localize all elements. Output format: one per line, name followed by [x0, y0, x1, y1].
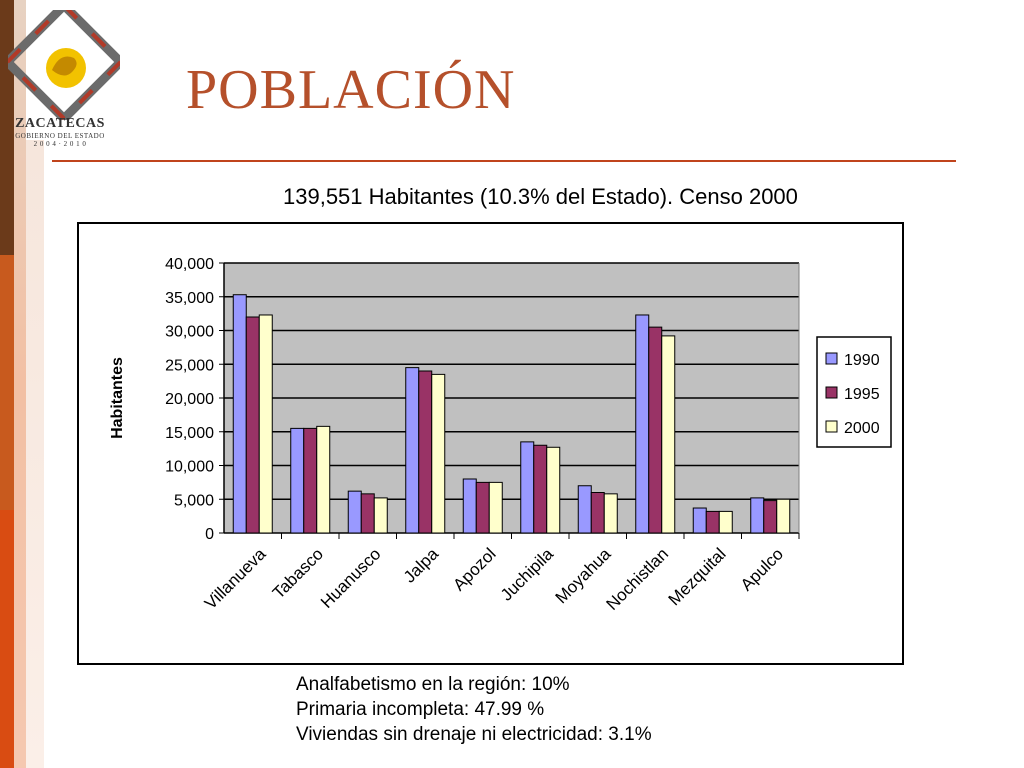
title-divider	[52, 160, 956, 162]
bar-1990-tabasco	[290, 427, 305, 534]
logo-subtitle: GOBIERNO DEL ESTADO	[15, 132, 105, 140]
logo-text: ZACATECAS GOBIERNO DEL ESTADO 2 0 0 4 · …	[8, 116, 112, 148]
bar-1990-villanueva	[232, 294, 247, 534]
bar-1995-villanueva	[245, 316, 260, 534]
bar-2000-apulco	[776, 498, 791, 534]
chart-subtitle: 139,551 Habitantes (10.3% del Estado). C…	[283, 184, 798, 209]
logo-tagline: 2 0 0 4 · 2 0 1 0	[33, 140, 87, 148]
bar-2000-villanueva	[258, 314, 273, 534]
x-tick-label: Nochistlan	[603, 544, 673, 614]
x-tick-label: Apulco	[737, 544, 787, 594]
x-tick-label: Villanueva	[201, 544, 270, 613]
y-tick-label: 25,000	[165, 357, 214, 374]
bar-1990-moyahua	[577, 485, 592, 534]
y-tick-label: 0	[205, 526, 214, 543]
page-title: POBLACIÓN	[186, 59, 516, 121]
footnotes: Analfabetismo en la región: 10% Primaria…	[296, 672, 652, 747]
bar-2000-moyahua	[603, 493, 618, 534]
x-tick-label: Huanusco	[317, 544, 385, 612]
bar-1995-jalpa	[418, 370, 433, 534]
bar-1990-juchipila	[520, 441, 535, 534]
bar-1990-nochistlan	[635, 314, 650, 534]
bar-1990-apozol	[462, 478, 477, 534]
bar-2000-jalpa	[431, 373, 446, 534]
bar-1995-juchipila	[533, 444, 548, 534]
y-tick-label: 5,000	[174, 492, 214, 509]
footnote-illiteracy: Analfabetismo en la región: 10%	[296, 674, 570, 695]
y-tick-label: 35,000	[165, 290, 214, 307]
zacatecas-logo	[1, 0, 127, 150]
bar-1995-mezquital	[705, 510, 720, 534]
x-tick-label: Juchipila	[497, 544, 558, 605]
legend-label-2000: 2000	[844, 420, 880, 437]
decor-stripe-pale	[26, 140, 44, 768]
x-tick-label: Tabasco	[269, 544, 327, 602]
bar-2000-apozol	[488, 481, 503, 534]
logo-name: ZACATECAS	[15, 116, 105, 131]
legend-label-1990: 1990	[844, 352, 880, 369]
decor-stripe-red	[0, 510, 14, 768]
legend-swatch-2000	[825, 420, 838, 433]
x-tick-label: Jalpa	[400, 544, 443, 587]
bar-2000-nochistlan	[661, 335, 676, 534]
bar-1990-mezquital	[692, 507, 707, 534]
x-tick-label: Mezquital	[665, 544, 730, 609]
bar-chart: 0 5,000 10,000 15,000 20,000 25,000 30,000 35,0…	[109, 256, 892, 614]
bar-2000-tabasco	[316, 425, 331, 534]
bar-1990-huanusco	[347, 490, 362, 534]
bar-2000-huanusco	[373, 497, 388, 534]
y-tick-label: 15,000	[165, 425, 214, 442]
bar-1995-apozol	[475, 481, 490, 534]
footnote-housing: Viviendas sin drenaje ni electricidad: 3…	[296, 724, 652, 745]
bar-1990-apulco	[750, 497, 765, 534]
legend-label-1995: 1995	[844, 386, 880, 403]
bar-1995-tabasco	[303, 427, 318, 534]
bar-1995-moyahua	[590, 492, 605, 534]
y-axis-label: Habitantes	[109, 357, 126, 439]
y-tick-label: 10,000	[165, 459, 214, 476]
bar-1990-jalpa	[405, 367, 420, 534]
chart-container: 0 5,000 10,000 15,000 20,000 25,000 30,000 35,0…	[77, 222, 904, 665]
legend-swatch-1995	[825, 386, 838, 399]
y-tick-label: 30,000	[165, 324, 214, 341]
bar-1995-huanusco	[360, 493, 375, 534]
y-tick-label: 20,000	[165, 391, 214, 408]
y-tick-label: 40,000	[165, 256, 214, 273]
bar-1995-apulco	[763, 500, 778, 534]
legend-swatch-1990	[825, 352, 838, 365]
bar-1995-nochistlan	[648, 326, 663, 534]
bar-2000-mezquital	[718, 510, 733, 534]
decor-stripe-orange	[0, 255, 14, 510]
x-tick-label: Apozol	[449, 544, 499, 594]
footnote-primary: Primaria incompleta: 47.99 %	[296, 699, 545, 720]
decor-stripe-light	[14, 0, 26, 768]
bar-2000-juchipila	[546, 446, 561, 534]
